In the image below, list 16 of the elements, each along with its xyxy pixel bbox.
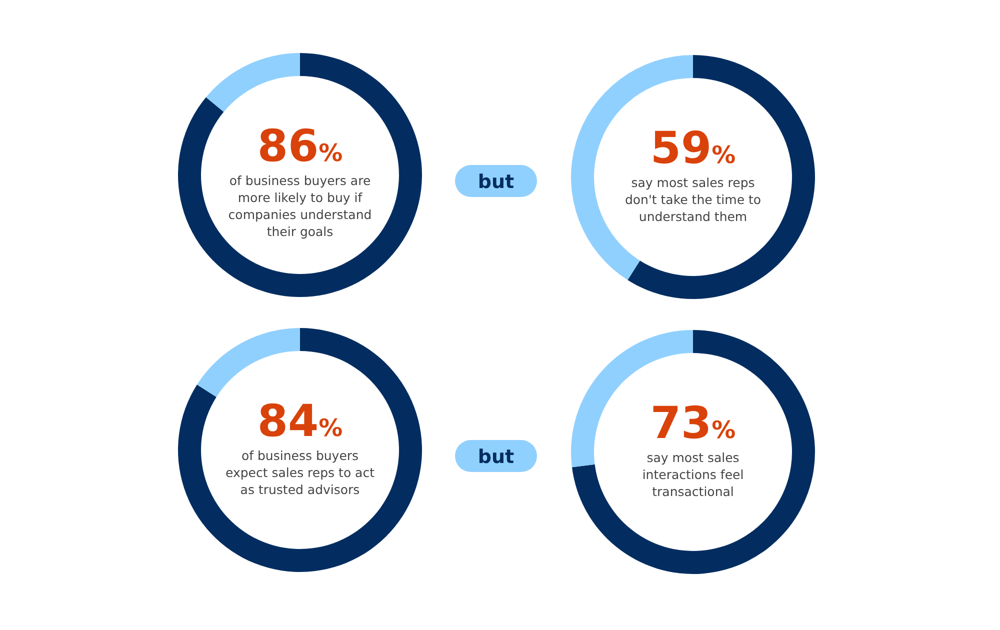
- donut-slice: [572, 330, 815, 574]
- data-label: 84%: [257, 396, 343, 447]
- donut-slice: [196, 328, 300, 397]
- data-label: 59%: [650, 123, 736, 174]
- text: say most sales reps don't take the time to understand them: [624, 175, 762, 224]
- text: but: [478, 171, 514, 193]
- donut-slice: [178, 328, 422, 572]
- text: of business buyers expect sales reps to act as trusted advisors: [226, 448, 375, 497]
- donut-slice: [178, 53, 422, 297]
- data-label: 86%: [257, 121, 343, 172]
- text: of business buyers are more likely to buy if companies understand their goals: [228, 173, 372, 239]
- data-label: 73%: [650, 398, 736, 449]
- text: say most sales interactions feel transactional: [642, 450, 744, 499]
- donut-slice: [628, 55, 815, 299]
- donut-slice: [206, 53, 300, 112]
- text: but: [478, 446, 514, 468]
